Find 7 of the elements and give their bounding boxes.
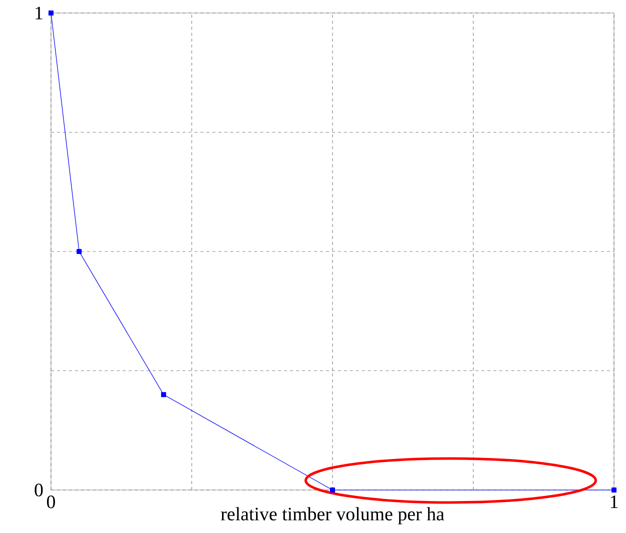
point: [612, 488, 616, 492]
x-axis-title: relative timber volume per ha: [220, 507, 444, 524]
point: [161, 392, 166, 398]
point: [76, 249, 82, 254]
line-series: [48, 10, 616, 492]
point: [48, 10, 54, 16]
point: [330, 488, 335, 492]
